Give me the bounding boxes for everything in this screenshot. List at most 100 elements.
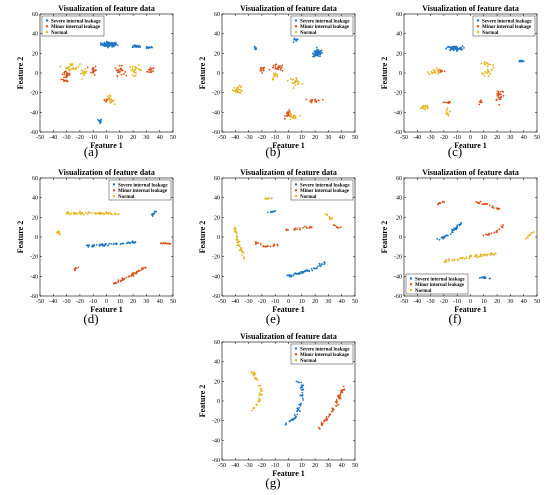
x-tick-label: -40 bbox=[413, 299, 421, 305]
scatter-point-severe bbox=[481, 276, 483, 279]
scatter-point-severe bbox=[107, 244, 109, 247]
y-axis-label: Feature 2 bbox=[198, 385, 207, 418]
scatter-point-severe bbox=[100, 42, 102, 44]
scatter-point-severe bbox=[319, 50, 322, 52]
scatter-point-severe bbox=[312, 55, 314, 58]
scatter-point-minor bbox=[169, 242, 172, 245]
scatter-point-severe bbox=[302, 399, 305, 401]
y-tick-label: 40 bbox=[214, 196, 220, 202]
y-axis-label: Feature 2 bbox=[380, 57, 389, 90]
scatter-point-minor bbox=[262, 69, 265, 72]
legend-marker-severe bbox=[294, 183, 298, 186]
scatter-point-minor bbox=[339, 397, 342, 400]
scatter-point-minor bbox=[137, 270, 140, 273]
scatter-point-minor bbox=[117, 279, 120, 282]
y-tick-label: 40 bbox=[214, 32, 220, 38]
scatter-point-normal bbox=[490, 253, 493, 256]
scatter-point-minor bbox=[66, 72, 69, 74]
scatter-point-normal bbox=[70, 212, 73, 215]
legend-marker-minor bbox=[112, 189, 116, 192]
scatter-point-normal bbox=[446, 107, 449, 110]
scatter-point-normal bbox=[72, 66, 75, 69]
legend-marker-normal bbox=[294, 194, 298, 198]
scatter-point-normal bbox=[59, 233, 61, 236]
scatter-point-severe bbox=[106, 41, 108, 44]
scatter-point-severe bbox=[300, 385, 303, 388]
scatter-point-normal bbox=[84, 211, 87, 214]
scatter-point-normal bbox=[447, 260, 450, 263]
scatter-point-minor bbox=[491, 206, 494, 209]
scatter-point-normal bbox=[448, 110, 451, 113]
x-tick-label: 20 bbox=[312, 299, 318, 305]
scatter-point-minor bbox=[310, 101, 313, 104]
scatter-point-severe bbox=[134, 45, 137, 48]
scatter-point-severe bbox=[454, 47, 457, 50]
x-tick-label: -10 bbox=[271, 463, 279, 469]
y-tick-label: -40 bbox=[30, 274, 38, 280]
scatter-point-severe bbox=[449, 233, 452, 236]
y-tick-label: -20 bbox=[212, 91, 220, 97]
scatter-point-minor bbox=[315, 101, 318, 104]
scatter-point-minor bbox=[152, 70, 155, 72]
legend-label: Normal bbox=[300, 31, 317, 36]
scatter-point-normal bbox=[457, 259, 460, 261]
scatter-point-normal bbox=[328, 216, 331, 218]
scatter-point-normal bbox=[234, 230, 236, 233]
x-tick-label: -20 bbox=[258, 463, 266, 469]
scatter-point-minor bbox=[496, 93, 498, 95]
scatter-point-normal bbox=[258, 400, 260, 403]
scatter-point-normal bbox=[108, 96, 111, 99]
x-tick-label: 50 bbox=[170, 135, 176, 141]
scatter-point-normal bbox=[77, 65, 80, 68]
scatter-point-minor bbox=[325, 416, 328, 418]
scatter-point-severe bbox=[105, 242, 107, 245]
chart-panel-0: Visualization of feature data -50 -40 -30 -2… bbox=[16, 4, 176, 150]
scatter-point-minor bbox=[118, 70, 121, 73]
legend-label: Normal bbox=[300, 359, 317, 364]
scatter-point-normal bbox=[79, 63, 81, 65]
scatter-point-normal bbox=[240, 86, 243, 89]
scatter-point-normal bbox=[273, 72, 276, 75]
x-tick-label: 40 bbox=[157, 135, 163, 141]
x-tick-label: 0 bbox=[105, 299, 108, 305]
scatter-point-minor bbox=[488, 204, 491, 207]
scatter-point-minor bbox=[116, 75, 119, 78]
scatter-point-minor bbox=[498, 228, 501, 231]
y-tick-label: 40 bbox=[396, 32, 402, 38]
scatter-point-minor bbox=[120, 73, 123, 76]
scatter-point-severe bbox=[93, 244, 95, 246]
legend-label: Severe internal leakage bbox=[415, 277, 465, 282]
scatter-point-normal bbox=[494, 252, 497, 255]
scatter-point-normal bbox=[294, 79, 297, 82]
scatter-point-severe bbox=[478, 277, 481, 279]
scatter-point-severe bbox=[294, 417, 297, 419]
x-tick-label: -20 bbox=[258, 299, 266, 305]
x-axis-label: Feature 1 bbox=[90, 141, 123, 150]
scatter-point-severe bbox=[102, 244, 105, 246]
scatter-point-normal bbox=[235, 234, 238, 237]
scatter-point-minor bbox=[331, 410, 334, 412]
x-tick-label: 30 bbox=[507, 135, 513, 141]
scatter-point-severe bbox=[115, 242, 118, 245]
x-tick-label: 50 bbox=[170, 299, 176, 305]
scatter-point-minor bbox=[481, 203, 484, 206]
scatter-point-severe bbox=[298, 406, 301, 409]
scatter-point-minor bbox=[327, 415, 330, 418]
scatter-point-minor bbox=[91, 72, 94, 75]
scatter-point-severe bbox=[91, 245, 93, 248]
scatter-point-normal bbox=[86, 212, 89, 215]
scatter-point-severe bbox=[318, 262, 321, 265]
scatter-point-normal bbox=[233, 86, 236, 89]
scatter-point-normal bbox=[131, 65, 134, 68]
y-tick-label: -40 bbox=[212, 438, 220, 444]
y-tick-label: -60 bbox=[30, 294, 38, 300]
scatter-point-normal bbox=[259, 393, 262, 395]
scatter-point-minor bbox=[487, 233, 490, 236]
scatter-point-minor bbox=[259, 69, 262, 72]
scatter-point-severe bbox=[317, 265, 319, 268]
scatter-point-normal bbox=[79, 72, 82, 75]
scatter-point-severe bbox=[519, 59, 522, 62]
scatter-point-normal bbox=[292, 78, 294, 81]
